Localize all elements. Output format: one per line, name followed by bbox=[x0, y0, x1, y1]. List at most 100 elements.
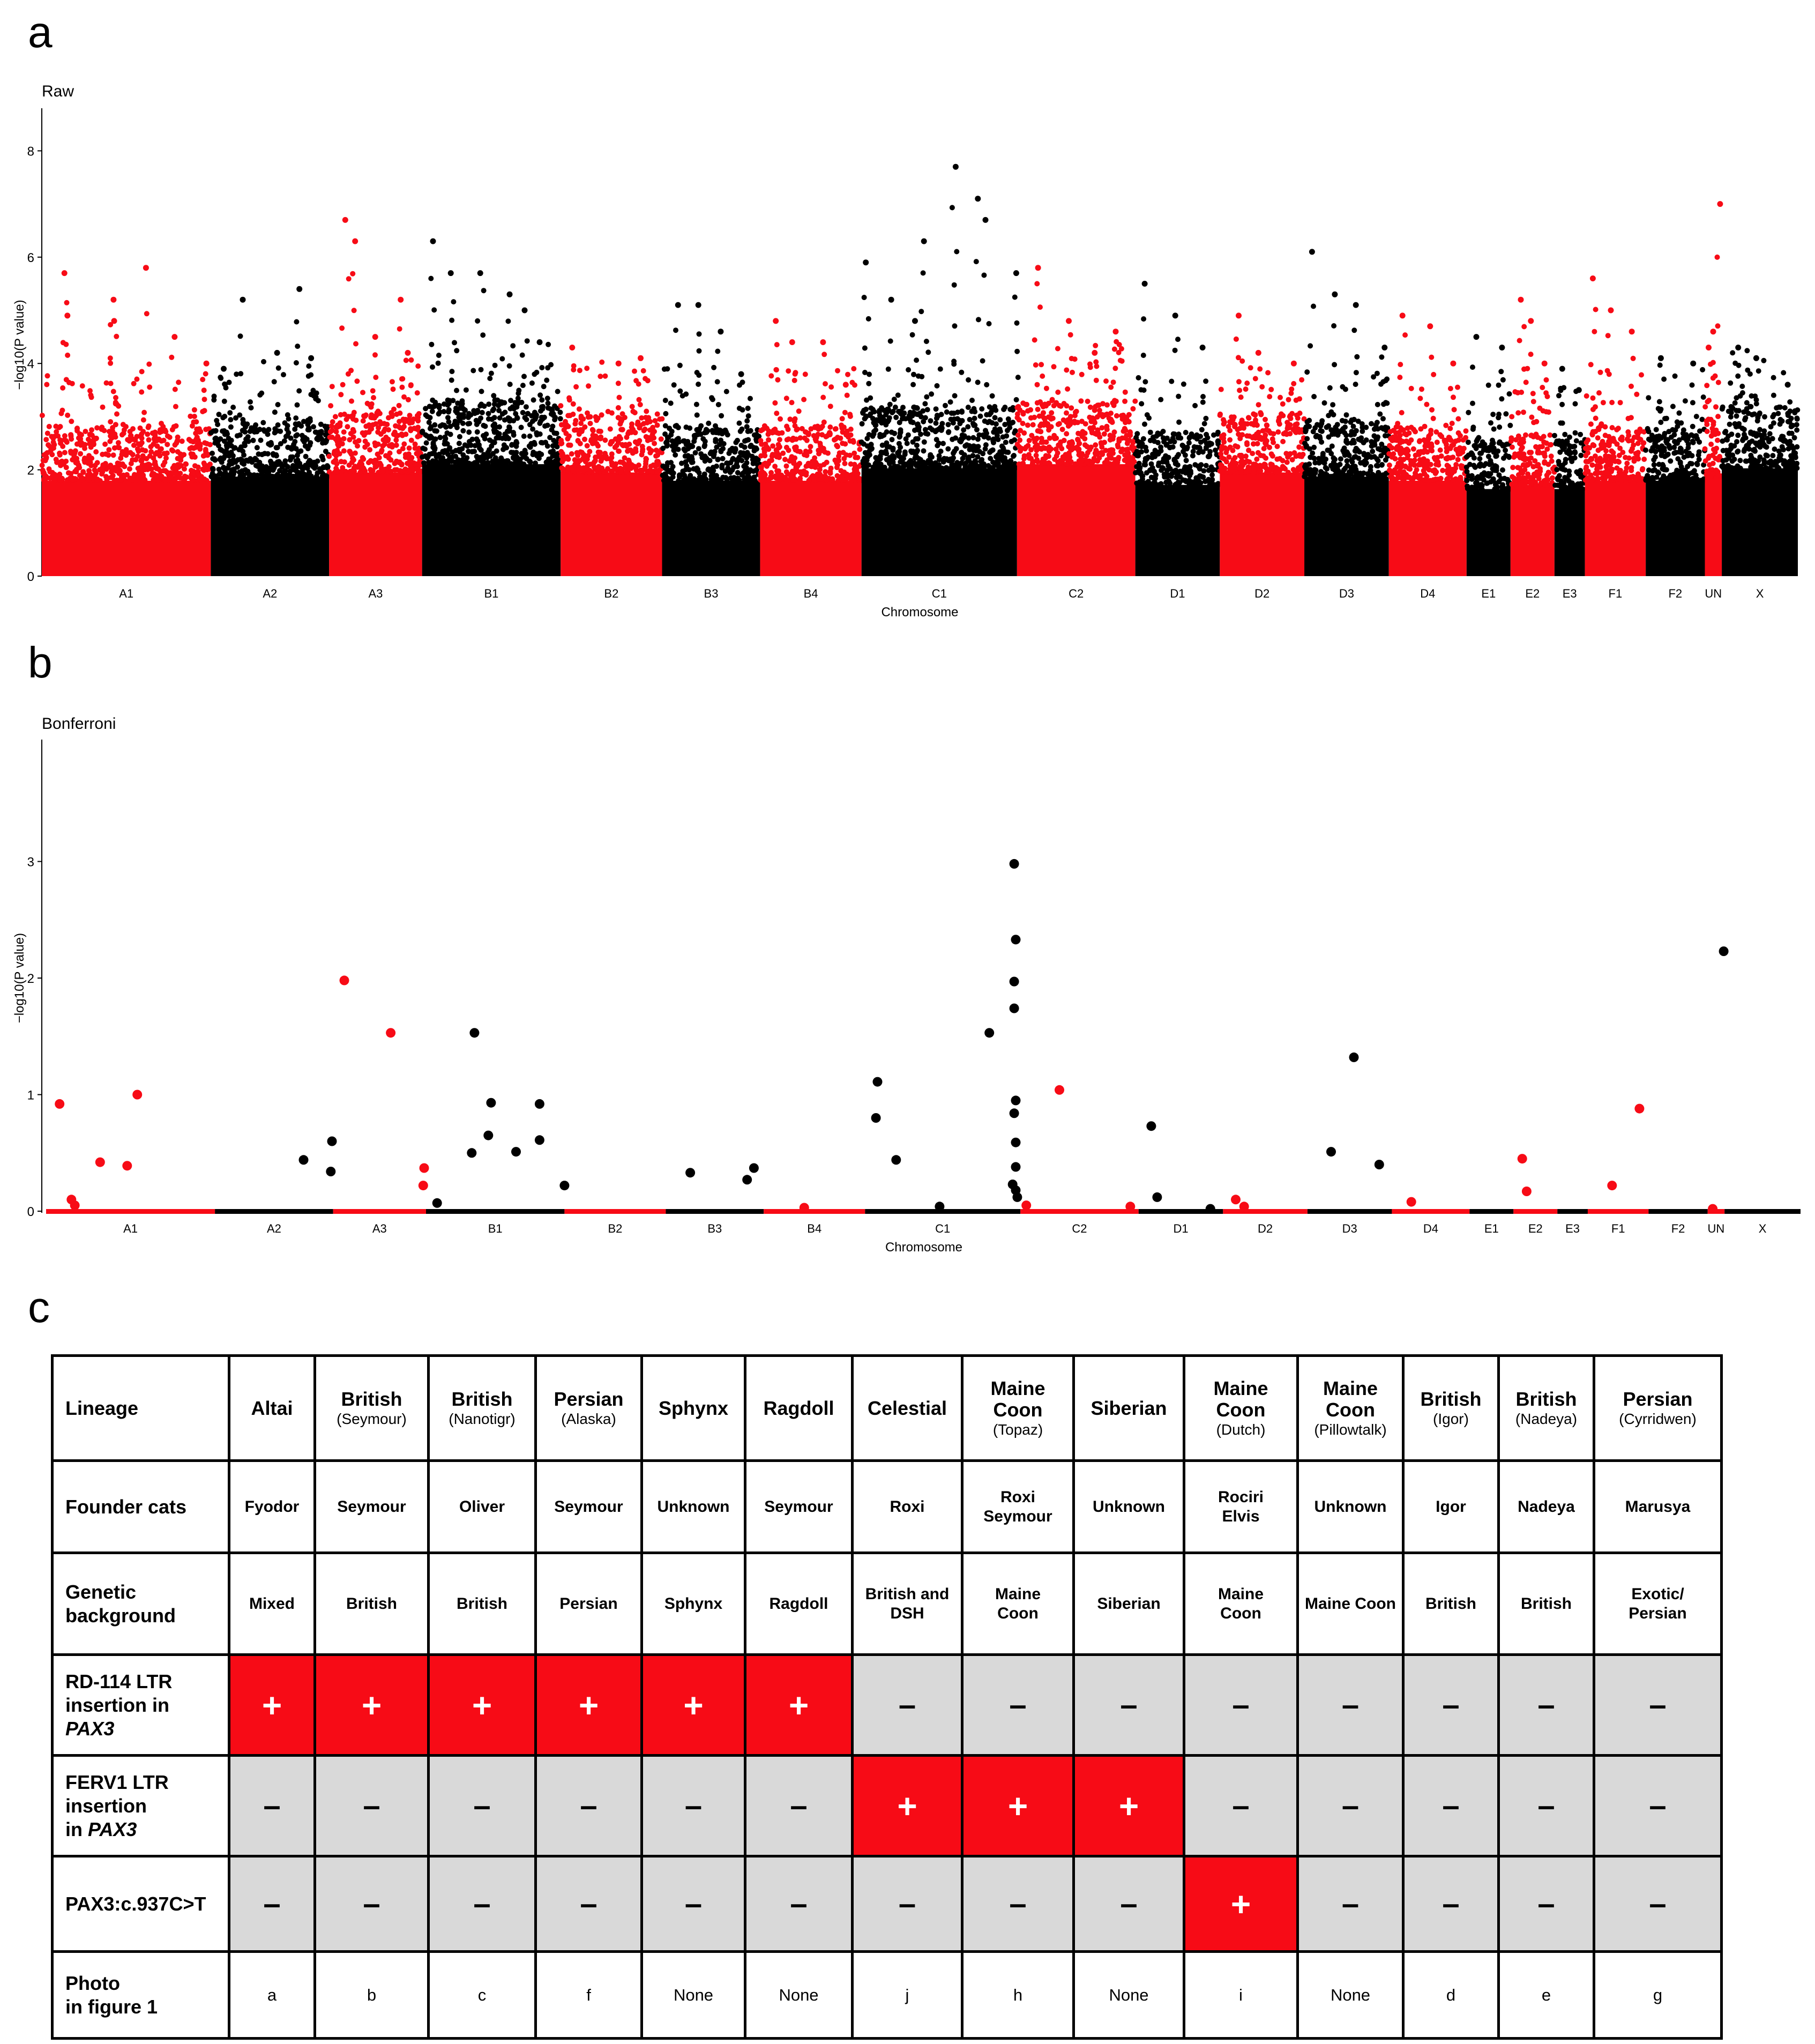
snp-point bbox=[446, 446, 452, 452]
snp-point bbox=[496, 431, 501, 437]
snp-point bbox=[997, 417, 1003, 423]
snp-point bbox=[980, 451, 986, 457]
snp-point bbox=[347, 468, 353, 474]
snp-point bbox=[195, 468, 201, 474]
snp-point bbox=[313, 473, 319, 479]
peak-point bbox=[1171, 431, 1177, 437]
snp-point bbox=[386, 464, 392, 469]
snp-point bbox=[1237, 436, 1243, 442]
snp-point bbox=[1049, 398, 1055, 404]
snp-point bbox=[394, 412, 400, 417]
snp-point bbox=[282, 462, 288, 468]
snp-point bbox=[1125, 446, 1131, 452]
snp-point bbox=[1164, 460, 1170, 465]
peak-point bbox=[1095, 402, 1101, 408]
snp-point bbox=[1029, 432, 1035, 438]
snp-point bbox=[165, 442, 170, 447]
snp-point bbox=[1266, 428, 1272, 434]
snp-point bbox=[646, 435, 652, 441]
snp-point bbox=[1070, 445, 1076, 451]
peak-point bbox=[175, 434, 181, 440]
peak-point bbox=[203, 360, 210, 367]
snp-point bbox=[1331, 473, 1337, 479]
peak-point bbox=[1015, 375, 1021, 381]
peak-point bbox=[478, 367, 484, 372]
snp-point bbox=[224, 449, 229, 454]
snp-point bbox=[827, 404, 833, 409]
snp-point bbox=[1093, 451, 1099, 457]
snp-point bbox=[818, 446, 824, 452]
snp-point bbox=[1135, 469, 1141, 475]
snp-point bbox=[158, 446, 164, 452]
snp-point bbox=[1278, 394, 1283, 400]
snp-point bbox=[1264, 422, 1269, 428]
snp-point bbox=[664, 366, 670, 372]
x-tick-label-D1: D1 bbox=[1170, 587, 1185, 600]
snp-point bbox=[1002, 405, 1008, 410]
peak-point bbox=[1354, 354, 1360, 360]
snp-point bbox=[787, 458, 793, 464]
snp-point bbox=[1142, 379, 1148, 385]
dense-band bbox=[1388, 481, 1467, 576]
snp-point bbox=[108, 475, 114, 480]
chromosome-D3-points bbox=[1302, 249, 1391, 576]
peak-point bbox=[1175, 337, 1181, 342]
peak-point bbox=[141, 409, 147, 415]
snp-point bbox=[519, 399, 525, 405]
peak-point bbox=[952, 323, 958, 329]
snp-point bbox=[211, 393, 217, 399]
snp-point bbox=[1244, 442, 1250, 447]
snp-point bbox=[253, 462, 259, 468]
snp-point bbox=[1218, 451, 1224, 457]
snp-point bbox=[1303, 444, 1309, 450]
snp-point bbox=[161, 437, 167, 443]
peak-point bbox=[201, 397, 207, 402]
snp-point bbox=[625, 469, 631, 475]
snp-point bbox=[728, 460, 734, 466]
snp-point bbox=[543, 459, 549, 465]
snp-point bbox=[286, 416, 292, 422]
snp-point bbox=[536, 456, 542, 461]
snp-point bbox=[368, 404, 374, 410]
snp-point bbox=[891, 397, 897, 402]
peak-point bbox=[1287, 422, 1293, 428]
snp-point bbox=[1003, 439, 1009, 445]
peak-point bbox=[820, 394, 826, 400]
snp-point bbox=[372, 460, 378, 466]
snp-point bbox=[784, 423, 790, 429]
snp-point bbox=[303, 453, 309, 459]
snp-point bbox=[780, 450, 786, 456]
snp-point bbox=[570, 468, 576, 474]
snp-point bbox=[1046, 444, 1052, 450]
snp-point bbox=[136, 474, 141, 480]
snp-point bbox=[308, 440, 313, 446]
snp-point bbox=[474, 409, 480, 415]
peak-point bbox=[479, 389, 484, 394]
snp-point bbox=[1232, 455, 1238, 460]
snp-point bbox=[1010, 420, 1016, 426]
snp-point bbox=[1066, 452, 1072, 458]
snp-point bbox=[57, 424, 63, 429]
snp-point bbox=[664, 460, 670, 466]
snp-point bbox=[146, 464, 152, 470]
snp-point bbox=[916, 456, 922, 461]
snp-point bbox=[423, 412, 429, 418]
snp-point bbox=[1431, 455, 1437, 461]
snp-point bbox=[294, 402, 300, 408]
peak-point bbox=[352, 238, 358, 244]
peak-point bbox=[975, 196, 981, 202]
snp-point bbox=[288, 435, 294, 441]
snp-point bbox=[652, 441, 658, 446]
snp-point bbox=[1084, 458, 1090, 464]
snp-point bbox=[491, 401, 497, 407]
snp-point bbox=[1311, 444, 1317, 450]
snp-point bbox=[1358, 474, 1364, 480]
snp-point bbox=[554, 430, 559, 436]
snp-point bbox=[134, 376, 140, 382]
peak-point bbox=[693, 401, 699, 407]
dense-band bbox=[662, 481, 760, 576]
peak-point bbox=[144, 311, 150, 317]
x-tick-label-C1: C1 bbox=[932, 587, 947, 600]
snp-point bbox=[1331, 455, 1336, 461]
snp-point bbox=[216, 466, 222, 472]
